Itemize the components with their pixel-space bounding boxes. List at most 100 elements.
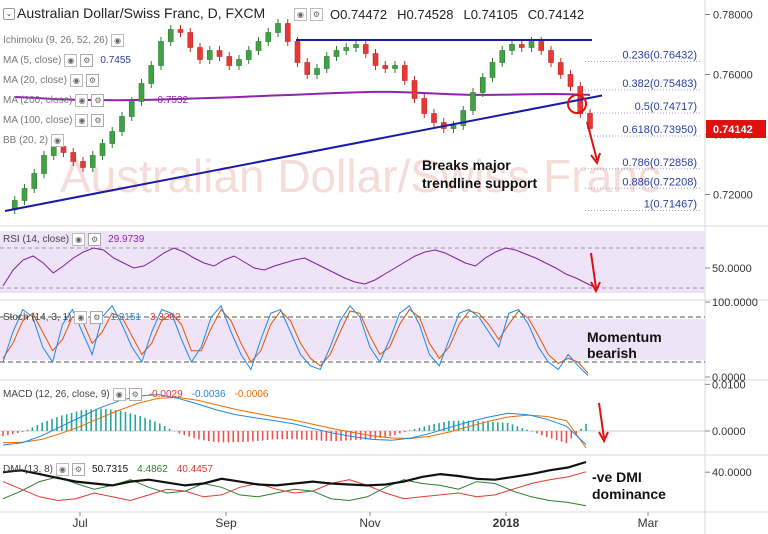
macd-axis-label: 0.0000 <box>712 426 746 438</box>
candle-body <box>509 44 515 51</box>
legend-macd[interactable]: MACD (12, 26, close, 9) ◉ ⚙ -0.0029 -0.0… <box>3 388 268 401</box>
support-trendline <box>4 94 603 212</box>
legend-rsi-label: RSI (14, close) <box>3 234 70 245</box>
down-arrow-price-head <box>590 152 601 166</box>
legend-ma5[interactable]: MA (5, close) ◉ ⚙ 0.7455 <box>3 54 131 67</box>
candle-body <box>80 161 86 168</box>
legend-bb-label: BB (20, 2) <box>3 135 49 146</box>
legend-macd-signal: -0.0006 <box>234 389 269 400</box>
down-arrow-macd <box>598 402 605 439</box>
legend-rsi[interactable]: RSI (14, close) ◉ ⚙ 29.9739 <box>3 233 144 246</box>
legend-stoch-d: 3.3202 <box>149 312 181 323</box>
fib-level-label: 1(0.71467) <box>644 198 697 210</box>
fib-level-label: 0.5(0.74717) <box>635 101 697 113</box>
macd-line <box>2 394 587 446</box>
candle-body <box>216 50 223 57</box>
candle-body <box>197 47 203 60</box>
legend-ma5-label: MA (5, close) <box>3 55 62 66</box>
candle-body <box>470 92 476 111</box>
legend-ma20[interactable]: MA (20, close) ◉ ⚙ <box>3 74 99 87</box>
candlesticks <box>11 19 593 214</box>
rsi-pane: 50.0000 <box>0 247 752 289</box>
rsi-band <box>0 231 705 293</box>
eye-icon[interactable]: ◉ <box>112 388 126 401</box>
open-value: O0.74472 <box>330 7 388 22</box>
rsi-line <box>2 247 597 289</box>
candle-body <box>304 62 311 75</box>
eye-icon[interactable]: ◉ <box>75 114 89 127</box>
candle-body <box>284 23 291 42</box>
settings-icon[interactable]: ⚙ <box>85 74 99 87</box>
candle-body <box>177 29 184 33</box>
eye-icon[interactable]: ◉ <box>56 463 70 476</box>
dmi-annotation-line2: dominance <box>592 486 666 502</box>
candle-body <box>167 29 174 42</box>
settings-icon[interactable]: ⚙ <box>72 463 86 476</box>
settings-icon[interactable]: ⚙ <box>88 233 102 246</box>
stoch-d-line <box>2 308 589 374</box>
settings-icon[interactable]: ⚙ <box>91 114 105 127</box>
legend-dmi[interactable]: DMI (13, 8) ◉ ⚙ 50.7315 4.4862 40.4457 <box>3 463 213 476</box>
eye-icon[interactable]: ◉ <box>69 74 83 87</box>
eye-icon[interactable]: ◉ <box>111 34 125 47</box>
fib-level-label: 0.382(0.75483) <box>622 78 697 90</box>
candle-body <box>518 44 525 48</box>
eye-icon[interactable]: ◉ <box>72 233 86 246</box>
candle-body <box>479 77 486 93</box>
eye-icon[interactable]: ◉ <box>51 134 65 147</box>
settings-icon[interactable]: ⚙ <box>91 94 105 107</box>
rsi-axis-label: 50.0000 <box>712 263 752 275</box>
eye-icon[interactable]: ◉ <box>75 94 89 107</box>
candle-body <box>538 41 545 51</box>
down-arrows <box>586 121 609 444</box>
dmi-annotation-line1: -ve DMI <box>592 469 642 485</box>
candle-body <box>587 113 593 129</box>
candle-body <box>70 152 77 162</box>
price-axis-label: 0.76000 <box>713 70 753 82</box>
candle-body <box>353 44 359 48</box>
candle-body <box>489 62 496 78</box>
candle-body <box>89 155 96 168</box>
settings-icon[interactable]: ⚙ <box>128 388 142 401</box>
candle-body <box>372 53 379 66</box>
candle-body <box>382 65 389 69</box>
header-tool-icons: ◉ ⚙ <box>294 8 323 21</box>
candle-body <box>275 23 281 33</box>
dmi-adx-line <box>2 460 587 487</box>
legend-ma200[interactable]: MA (200, close) ◉ ⚙ 0.7532 <box>3 94 188 107</box>
candle-body <box>119 116 125 132</box>
candle-body <box>41 155 47 174</box>
dmi-axis-label: 40.0000 <box>712 467 752 479</box>
time-axis: Jul Sep Nov 2018 Mar <box>72 512 658 530</box>
eye-icon[interactable]: ◉ <box>294 8 307 21</box>
breaks-annotation-line2: trendline support <box>422 175 537 191</box>
legend-ichimoku[interactable]: Ichimoku (9, 26, 52, 26) ◉ <box>3 34 125 47</box>
candle-body <box>109 131 116 144</box>
legend-macd-label: MACD (12, 26, close, 9) <box>3 389 110 400</box>
settings-icon[interactable]: ⚙ <box>310 8 323 21</box>
stoch-axis-label: 100.0000 <box>712 297 758 309</box>
trendlines[interactable] <box>4 39 603 212</box>
candle-body <box>265 32 272 42</box>
settings-icon[interactable]: ⚙ <box>90 311 104 324</box>
eye-icon[interactable]: ◉ <box>64 54 78 67</box>
legend-stoch[interactable]: Stoch (14, 3, 1) ◉ ⚙ 1.2151 3.3202 <box>3 311 181 324</box>
candle-body <box>187 32 194 48</box>
legend-ma100[interactable]: MA (100, close) ◉ ⚙ <box>3 114 105 127</box>
eye-icon[interactable]: ◉ <box>74 311 88 324</box>
settings-icon[interactable]: ⚙ <box>80 54 94 67</box>
macd-signal-line <box>2 396 587 449</box>
legend-dmi-adx: 50.7315 <box>92 464 129 475</box>
ohlc-readout: O0.74472 H0.74528 L0.74105 C0.74142 <box>330 7 584 22</box>
dmi-minus-line <box>2 471 587 502</box>
candle-body <box>21 188 28 201</box>
legend-ma5-value: 0.7455 <box>100 55 131 66</box>
dmi-plus-line <box>2 476 587 507</box>
collapse-icon[interactable]: ⌄ <box>3 8 15 20</box>
chart-header: ⌄ Australian Dollar/Swiss Franc, D, FXCM… <box>0 0 705 26</box>
legend-dmi-minus: 40.4457 <box>176 464 213 475</box>
candle-body <box>99 143 106 156</box>
legend-bb[interactable]: BB (20, 2) ◉ <box>3 134 65 147</box>
candle-body <box>323 56 330 69</box>
